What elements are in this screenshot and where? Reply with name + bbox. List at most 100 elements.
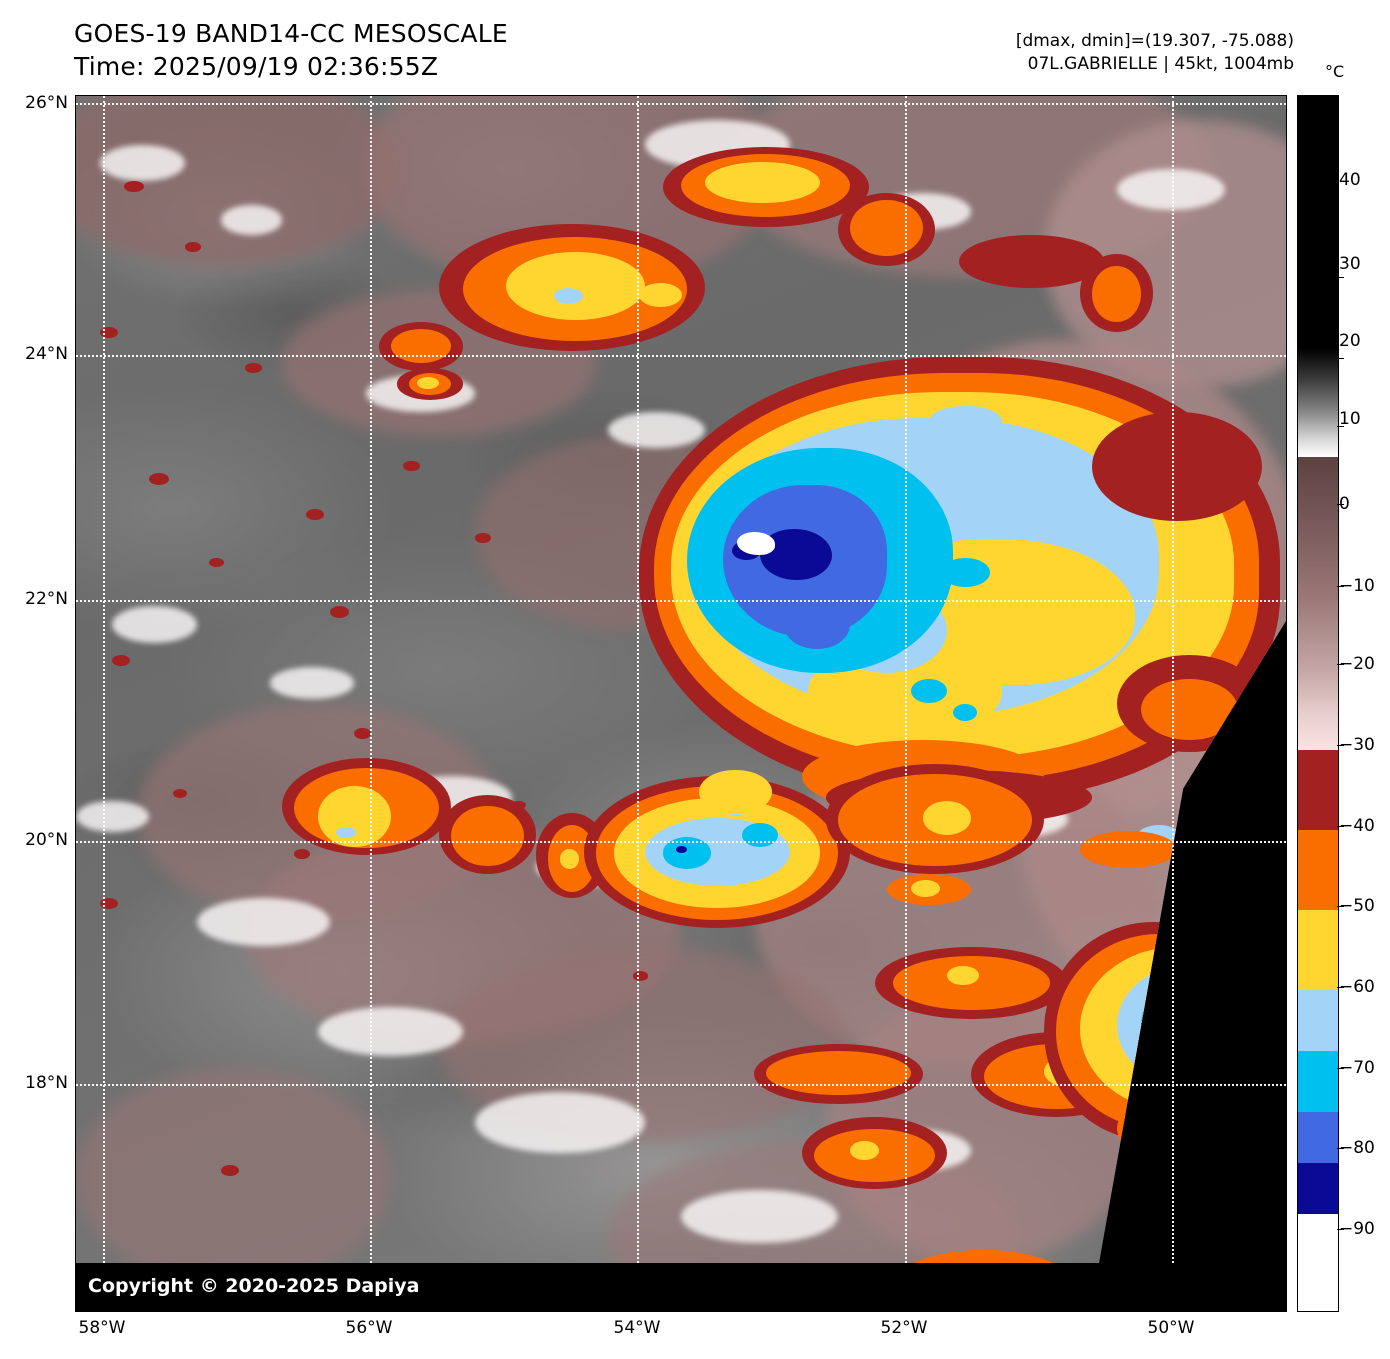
- storm-cdo-cyan-fleck: [953, 703, 978, 721]
- convective-cell-north: [1092, 266, 1141, 322]
- white-cloud-top: [100, 144, 185, 182]
- colorbar-segment-dark-red: [1298, 749, 1338, 830]
- copyright-strip: Copyright © 2020-2025 Dapiya: [76, 1263, 1286, 1311]
- y-axis-tick-20n: 20°N: [25, 830, 111, 850]
- colorbar-tick-40: 40: [1339, 170, 1361, 190]
- graticule-meridian-50w: [1172, 96, 1175, 1311]
- white-cloud-top: [475, 1092, 645, 1154]
- white-cloud-top: [608, 411, 706, 449]
- white-cloud-top: [269, 667, 355, 699]
- graticule-meridian-54w: [637, 96, 640, 1311]
- ir-speckle: [354, 727, 372, 739]
- colorbar-tick-mark: [1337, 1068, 1344, 1069]
- convective-cell-east-edge: [1080, 831, 1178, 868]
- ir-speckle: [100, 897, 119, 909]
- convective-cell-north: [638, 283, 683, 308]
- colorbar-tick-mark: [1337, 745, 1344, 746]
- white-cloud-top: [197, 897, 331, 947]
- ir-speckle: [172, 788, 188, 799]
- colorbar-tick-10: 10: [1339, 409, 1361, 429]
- dmax-dmin-label: [dmax, dmin]=(19.307, -75.088): [1015, 31, 1294, 51]
- ir-speckle: [209, 557, 224, 568]
- convective-cell-east-edge: [1140, 976, 1250, 1075]
- convective-cell-north: [705, 161, 821, 203]
- ir-speckle: [330, 606, 350, 619]
- colorbar-segment-white: [1298, 1213, 1338, 1311]
- x-axis-tick-52w: 52°W: [880, 1318, 928, 1338]
- graticule-parallel-20n: [76, 840, 1286, 843]
- colorbar-tick-0: 0: [1339, 494, 1350, 514]
- white-cloud-top: [318, 1007, 464, 1056]
- convective-cell-east-edge: [1128, 1098, 1250, 1155]
- colorbar-tick-20: 20: [1339, 331, 1361, 351]
- y-axis-tick-label: 26°N: [25, 93, 68, 113]
- page-title: GOES-19 BAND14-CC MESOSCALE: [74, 19, 508, 48]
- y-axis-tick-18n: 18°N: [25, 1073, 111, 1093]
- white-cloud-top: [681, 1189, 839, 1243]
- colorbar-tick-m20: −20: [1339, 654, 1375, 674]
- convective-cell-north: [417, 376, 439, 389]
- colorbar: [1297, 95, 1339, 1312]
- storm-outflow-band: [1092, 411, 1262, 522]
- ir-speckle: [184, 241, 201, 252]
- copyright-text: Copyright © 2020-2025 Dapiya: [88, 1275, 420, 1297]
- convective-cell-east-edge: [1116, 964, 1262, 1087]
- colorbar-tick-mark: [1337, 277, 1344, 278]
- convective-cell-southeast: [765, 1050, 911, 1095]
- ir-speckle: [112, 654, 131, 666]
- y-axis-tick-26n: 26°N: [25, 93, 111, 113]
- convective-cell-southwest: [560, 849, 580, 869]
- graticule-parallel-22n: [76, 600, 1286, 603]
- ir-speckle: [632, 970, 649, 981]
- colorbar-tick-mark: [1337, 358, 1344, 359]
- y-axis-tick-24n: 24°N: [25, 344, 111, 364]
- colorbar-tick-m80: −80: [1339, 1138, 1375, 1158]
- colorbar-tick-m40: −40: [1339, 816, 1375, 836]
- white-cloud-top: [76, 800, 149, 833]
- graticule-parallel-26n: [76, 103, 1286, 106]
- ir-speckle: [245, 363, 263, 374]
- white-cloud-top: [221, 205, 282, 235]
- y-axis-tick-label: 24°N: [25, 344, 68, 364]
- convective-cell-north: [553, 287, 583, 304]
- ir-speckle: [293, 849, 310, 860]
- colorbar-segment-mauve: [1298, 456, 1338, 750]
- colorbar-segment-navy: [1298, 1162, 1338, 1214]
- convective-cell-southwest: [923, 800, 972, 835]
- y-axis-tick-label: 20°N: [25, 830, 68, 850]
- graticule-parallel-24n: [76, 354, 1286, 357]
- colorbar-tick-m70: −70: [1339, 1058, 1375, 1078]
- graticule-meridian-58w: [102, 96, 105, 1311]
- colorbar-tick-mark: [1337, 1148, 1344, 1149]
- convective-cell-southeast: [850, 1140, 880, 1161]
- scan-sector: [76, 96, 1286, 1311]
- colorbar-tick-m50: −50: [1339, 896, 1375, 916]
- convective-cell-southwest-main: [699, 770, 772, 815]
- ir-speckle: [305, 509, 325, 521]
- colorbar-tick-30: 30: [1339, 254, 1361, 274]
- convective-cell-east-edge: [1213, 995, 1233, 1010]
- storm-outflow-band: [1140, 679, 1238, 740]
- graticule-parallel-18n: [76, 1083, 1286, 1086]
- colorbar-tick-mark: [1337, 826, 1344, 827]
- storm-cdo-blue-core: [783, 600, 851, 649]
- colorbar-segment-yellow: [1298, 910, 1338, 991]
- x-axis-tick-54w: 54°W: [613, 1318, 661, 1338]
- ir-speckle: [148, 472, 170, 485]
- timestamp-label: Time: 2025/09/19 02:36:55Z: [74, 51, 439, 81]
- convective-cell-north: [959, 234, 1105, 288]
- x-axis-tick-50w: 50°W: [1147, 1318, 1195, 1338]
- y-axis-tick-22n: 22°N: [25, 589, 111, 609]
- colorbar-tick-mark: [1337, 987, 1344, 988]
- convective-cell-north: [390, 329, 452, 364]
- colorbar-tick-m60: −60: [1339, 977, 1375, 997]
- convective-cell-southwest: [451, 805, 524, 867]
- storm-cdo-coldest-overshoot: [736, 532, 776, 556]
- storm-cdo-cyan-fleck: [910, 679, 948, 704]
- colorbar-tick-mark: [1337, 906, 1344, 907]
- colorbar-segment-light-blue: [1298, 990, 1338, 1051]
- ir-speckle: [100, 326, 119, 338]
- y-axis-tick-label: 18°N: [25, 1073, 68, 1093]
- x-axis-tick-56w: 56°W: [345, 1318, 393, 1338]
- ir-speckle: [475, 533, 492, 544]
